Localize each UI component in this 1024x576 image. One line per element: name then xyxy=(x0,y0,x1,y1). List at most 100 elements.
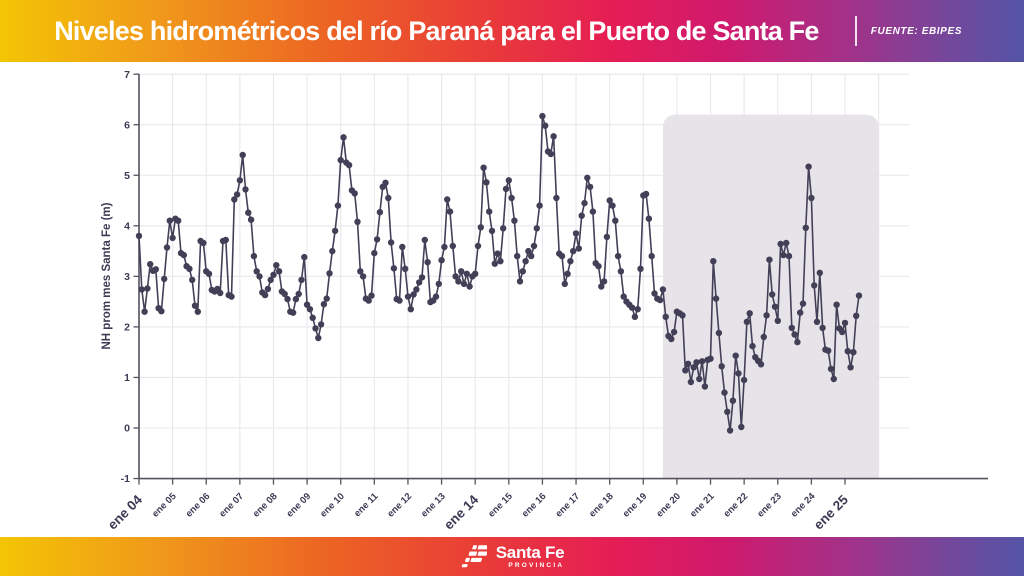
data-point xyxy=(589,208,597,215)
data-point xyxy=(438,257,445,264)
data-point xyxy=(721,389,728,396)
data-point xyxy=(670,328,678,336)
data-point xyxy=(301,253,308,261)
data-point xyxy=(228,293,235,300)
data-point xyxy=(273,262,280,269)
data-point xyxy=(222,236,229,244)
data-point xyxy=(785,252,793,260)
data-point xyxy=(525,247,532,255)
data-point xyxy=(373,236,381,243)
data-point xyxy=(169,234,176,242)
data-point xyxy=(609,202,616,209)
data-point xyxy=(396,297,403,304)
y-tick-label: 7 xyxy=(124,69,130,81)
data-point xyxy=(359,273,367,280)
data-point xyxy=(340,134,347,141)
data-point xyxy=(853,312,860,319)
data-point xyxy=(135,232,143,240)
data-point xyxy=(682,367,689,374)
y-tick-label: 4 xyxy=(124,220,130,232)
data-point xyxy=(777,240,784,248)
data-point xyxy=(354,218,361,225)
data-point xyxy=(432,293,440,300)
data-point xyxy=(802,224,809,231)
data-point xyxy=(797,309,804,316)
data-point xyxy=(483,179,490,186)
x-tick-label: ene 16 xyxy=(520,491,549,520)
data-point xyxy=(452,273,459,280)
data-point xyxy=(757,361,765,368)
y-tick-label: 3 xyxy=(124,271,130,283)
data-point xyxy=(458,268,465,275)
page-title: Niveles hidrométricos del río Paraná par… xyxy=(54,15,819,46)
footer-banner: Santa Fe PROVINCIA xyxy=(0,537,1024,576)
data-point xyxy=(267,276,274,284)
data-point xyxy=(376,209,384,216)
data-point xyxy=(528,252,535,260)
data-point xyxy=(668,335,675,343)
data-point xyxy=(144,285,151,292)
data-point xyxy=(275,268,283,275)
data-point xyxy=(329,247,336,255)
data-point xyxy=(816,269,823,276)
data-point xyxy=(138,286,145,293)
data-point xyxy=(774,317,781,324)
y-tick-label: 5 xyxy=(124,170,130,182)
data-point xyxy=(813,318,821,325)
data-point xyxy=(186,265,193,272)
data-point xyxy=(564,270,571,277)
source-label: FUENTE: EBIPES xyxy=(870,25,962,37)
data-point xyxy=(729,397,737,404)
data-point xyxy=(494,250,501,257)
x-tick-label: ene 24 xyxy=(789,490,818,519)
data-point xyxy=(690,364,697,371)
data-point xyxy=(788,324,795,332)
data-point xyxy=(231,196,238,203)
x-tick-label: ene 09 xyxy=(285,491,314,520)
data-point xyxy=(261,291,269,299)
data-point xyxy=(724,408,731,415)
data-point xyxy=(194,308,201,315)
data-point xyxy=(581,199,588,207)
data-point xyxy=(855,292,863,299)
data-point xyxy=(418,274,426,281)
data-point xyxy=(264,285,272,293)
data-point xyxy=(371,249,378,257)
x-tick-label: ene 23 xyxy=(755,491,784,520)
data-point xyxy=(315,334,322,342)
data-point xyxy=(847,364,854,371)
data-point xyxy=(351,190,358,197)
data-point xyxy=(550,133,557,140)
data-point xyxy=(841,319,849,327)
data-point xyxy=(656,296,664,304)
data-point xyxy=(357,268,364,275)
data-point xyxy=(696,375,703,383)
data-point xyxy=(309,314,316,321)
data-point xyxy=(799,300,807,307)
y-tick-label: -1 xyxy=(121,473,130,485)
data-point xyxy=(239,151,246,159)
data-point xyxy=(502,185,510,193)
data-point xyxy=(449,242,456,250)
data-point xyxy=(749,342,756,350)
header-divider xyxy=(854,16,857,46)
data-point xyxy=(250,252,258,260)
y-tick-label: 1 xyxy=(124,372,130,384)
data-point xyxy=(505,177,512,184)
data-point xyxy=(298,276,305,284)
x-tick-label: ene 05 xyxy=(150,490,179,519)
data-point xyxy=(710,258,717,265)
data-point xyxy=(477,224,484,231)
x-tick-label: ene 22 xyxy=(722,491,751,520)
data-point xyxy=(575,245,582,252)
data-point xyxy=(446,208,454,215)
data-point xyxy=(323,295,330,302)
data-point xyxy=(659,286,667,293)
data-point xyxy=(511,217,518,224)
data-point xyxy=(595,263,602,270)
data-point xyxy=(390,265,398,272)
data-point xyxy=(648,252,655,260)
data-point xyxy=(718,363,725,370)
data-point xyxy=(735,370,742,377)
x-tick-label: ene 13 xyxy=(419,491,448,520)
